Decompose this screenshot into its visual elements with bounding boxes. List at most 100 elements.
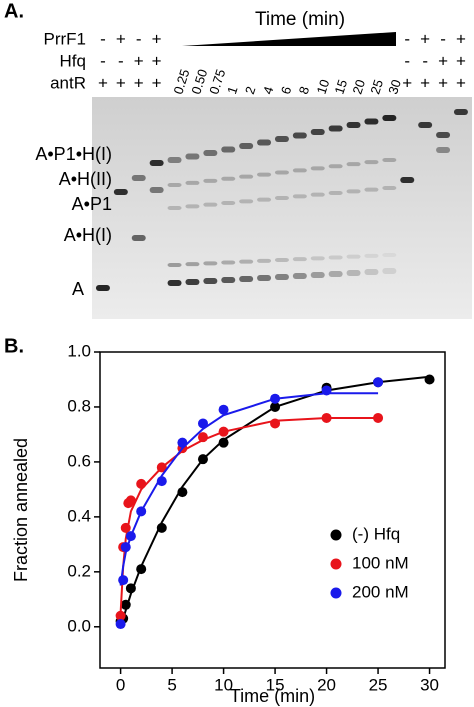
gel-band — [292, 273, 307, 279]
lane-sign: + — [456, 73, 466, 92]
gel-band — [453, 109, 468, 115]
gel-band — [113, 189, 128, 195]
data-point — [136, 564, 147, 575]
gel-band — [436, 132, 451, 138]
data-point — [156, 522, 167, 533]
legend-marker — [330, 558, 342, 570]
gel-band — [274, 196, 289, 200]
panel-b: B. 0 5 10 15 20 25 30 0.0 0.2 0.4 0.6 0.8 1.0 Time (m… — [4, 335, 446, 706]
gel-band — [292, 194, 307, 199]
gel-band — [328, 255, 343, 260]
y-tick-label: 0.8 — [67, 396, 91, 415]
gel-band — [274, 136, 289, 142]
gel-band — [382, 115, 397, 121]
data-point — [321, 385, 332, 396]
lane-sign: + — [116, 73, 126, 92]
data-point — [197, 432, 208, 443]
x-tick-label: 10 — [214, 675, 233, 694]
gel-band — [185, 279, 200, 285]
data-point — [218, 404, 229, 415]
gel-band — [364, 160, 379, 165]
gel-band — [310, 272, 325, 278]
gel-band — [149, 160, 164, 166]
gel-band — [310, 192, 325, 197]
legend-label: (-) Hfq — [352, 524, 400, 543]
y-tick-label: 0.2 — [67, 561, 91, 580]
panel-a: A. Time (min) PrrF1- + - + - + - +Hfq - - + + - - + +an… — [4, 0, 472, 319]
data-point — [197, 418, 208, 429]
row-label: antR — [50, 73, 86, 92]
time-label: 0.50 — [188, 67, 210, 96]
gel-band — [346, 122, 361, 128]
gel-band — [328, 271, 343, 277]
x-tick-label: 20 — [317, 675, 336, 694]
gel-band — [310, 256, 325, 261]
gel-band — [257, 197, 272, 202]
gel-band — [149, 187, 164, 193]
y-tick-label: 1.0 — [67, 341, 91, 360]
gel-band — [328, 164, 343, 169]
y-tick-label: 0.6 — [67, 451, 91, 470]
gel-band — [221, 146, 236, 153]
lane-sign: + — [134, 51, 144, 70]
gel-band — [257, 275, 272, 281]
data-point — [197, 454, 208, 465]
gel — [92, 97, 472, 319]
gel-band — [167, 280, 182, 286]
band-label: A — [72, 279, 84, 299]
time-label: 6 — [278, 84, 295, 96]
lane-sign: + — [116, 29, 126, 48]
x-tick-label: 0 — [116, 675, 125, 694]
data-point — [125, 531, 136, 542]
gel-band — [382, 253, 397, 257]
gel-band — [364, 269, 379, 275]
time-label: 1 — [224, 84, 241, 96]
lane-sign: - — [404, 29, 410, 48]
lane-sign: + — [152, 73, 162, 92]
time-wedge — [182, 32, 396, 46]
fit-line — [119, 392, 379, 586]
data-point — [136, 506, 147, 517]
gel-band — [257, 172, 272, 177]
data-point — [156, 462, 167, 473]
time-label: 30 — [385, 78, 404, 96]
lane-sign: - — [440, 29, 446, 48]
lane-sign: - — [118, 51, 124, 70]
gel-band — [221, 176, 236, 181]
lane-sign: + — [402, 73, 412, 92]
lane-sign: - — [100, 29, 106, 48]
gel-band — [382, 268, 397, 274]
x-tick-label: 15 — [266, 675, 285, 694]
row-label: Hfq — [60, 51, 86, 70]
gel-band — [310, 129, 325, 135]
legend-label: 200 nM — [352, 582, 409, 601]
data-point — [177, 437, 188, 448]
gel-band — [400, 177, 415, 183]
data-point — [270, 401, 281, 412]
band-label: A•H(I) — [64, 225, 112, 245]
plot-frame — [99, 351, 446, 669]
lane-sign: + — [438, 51, 448, 70]
data-point — [115, 610, 126, 621]
gel-band — [328, 191, 343, 195]
gel-band — [203, 178, 218, 183]
legend-marker — [330, 587, 342, 599]
gel-band — [310, 166, 325, 171]
y-axis-label: Fraction annealed — [11, 438, 31, 582]
gel-band — [346, 189, 361, 194]
lane-sign: + — [152, 51, 162, 70]
lane-sign: + — [98, 73, 108, 92]
gel-band — [292, 132, 307, 139]
y-tick-label: 0.4 — [67, 506, 91, 525]
gel-band — [185, 262, 200, 267]
gel-band — [167, 157, 182, 163]
row-label: PrrF1 — [44, 29, 87, 48]
gel-band — [292, 168, 307, 173]
time-label: 8 — [296, 84, 313, 96]
time-label: 0.25 — [170, 67, 192, 96]
gel-band — [221, 201, 236, 205]
gel-band — [364, 187, 379, 192]
gel-band — [346, 254, 361, 259]
band-label: A•P1•H(I) — [35, 144, 112, 164]
